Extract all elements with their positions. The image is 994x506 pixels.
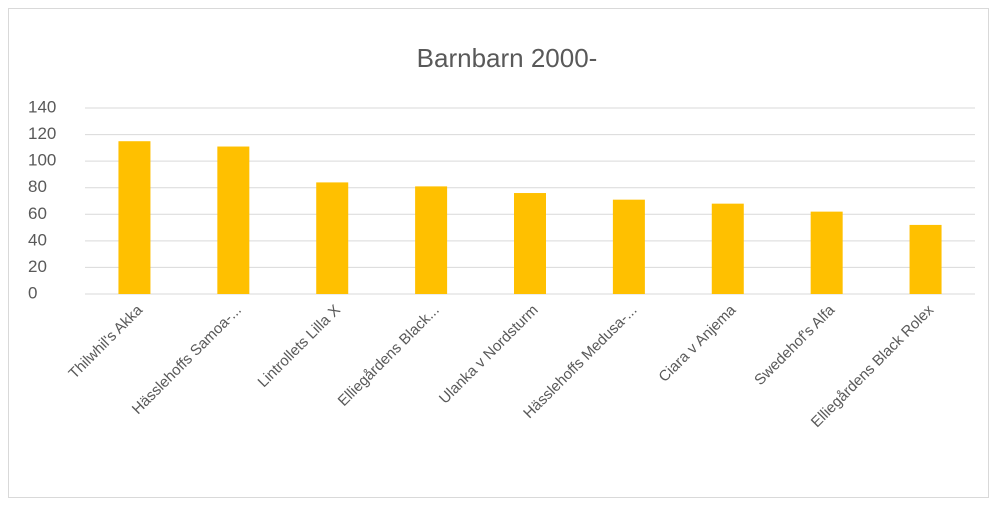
y-tick-label: 80 — [28, 177, 47, 196]
y-tick-label: 120 — [28, 124, 56, 143]
chart-title: Barnbarn 2000- — [417, 43, 598, 73]
y-tick-label: 0 — [28, 283, 37, 302]
bar — [514, 193, 546, 294]
bar — [909, 224, 942, 294]
y-tick-label: 20 — [28, 257, 47, 276]
y-tick-label: 140 — [28, 97, 56, 116]
bar — [217, 146, 250, 294]
bar — [810, 211, 843, 294]
bar — [711, 203, 744, 294]
y-tick-label: 100 — [28, 151, 56, 170]
y-tick-label: 40 — [28, 230, 47, 249]
bar — [316, 182, 349, 294]
bar — [118, 141, 151, 294]
bar — [612, 199, 645, 294]
y-tick-label: 60 — [28, 204, 47, 223]
bar — [415, 186, 448, 294]
